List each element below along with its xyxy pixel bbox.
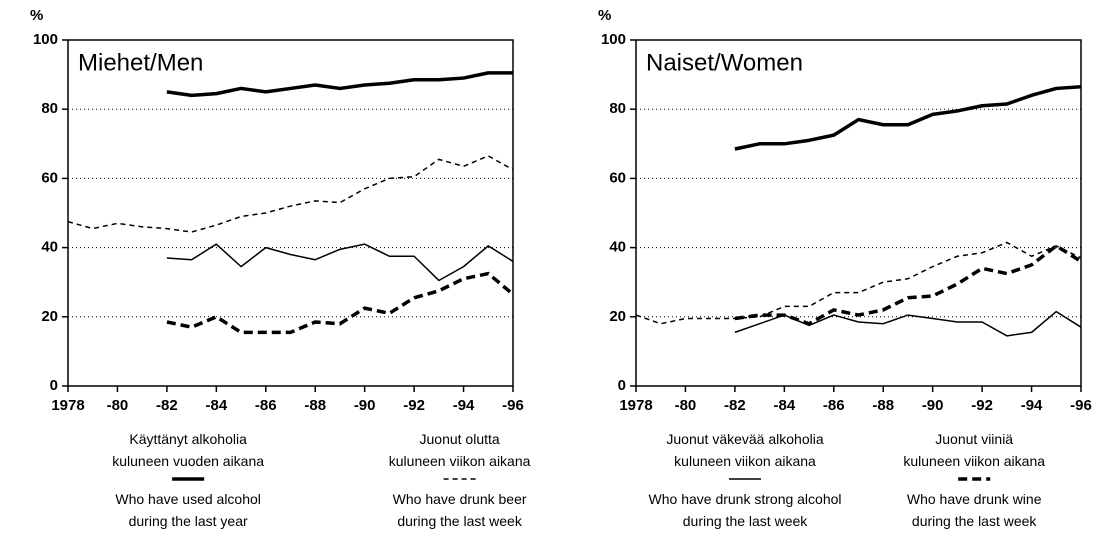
series-line: [166, 71, 513, 98]
legend-label: Juonut viiniä kuluneen viikon aikana: [903, 431, 1046, 469]
y-tick-label: 20: [41, 308, 58, 325]
series-line: [166, 243, 514, 282]
x-tick-label: -88: [304, 397, 326, 414]
x-tick-label: -82: [724, 397, 746, 414]
x-tick-label: -94: [1021, 397, 1043, 414]
series-line: [734, 84, 1082, 151]
chart-title: Naiset/Women: [646, 49, 803, 76]
series-line: [166, 271, 515, 335]
y-tick-label: 40: [609, 239, 626, 256]
x-tick-label: -96: [1070, 397, 1092, 414]
series-line: [734, 310, 1082, 337]
x-tick-label: -86: [823, 397, 845, 414]
y-axis-label: %: [30, 7, 43, 24]
y-tick-label: 20: [609, 308, 626, 325]
x-tick-label: 1978: [619, 397, 652, 414]
series-line: [67, 155, 514, 233]
x-tick-label: -84: [773, 397, 795, 414]
x-tick-label: 1978: [51, 397, 84, 414]
legend-label-en: Who have drunk wine during the last week: [906, 491, 1042, 529]
y-tick-label: 0: [618, 377, 626, 394]
y-tick-label: 100: [601, 31, 626, 48]
legend-label-en: Who have drunk beer during the last week: [392, 491, 527, 529]
y-tick-label: 60: [41, 169, 58, 186]
x-tick-label: -84: [205, 397, 227, 414]
plot-frame: [635, 39, 1082, 387]
y-tick-label: 40: [41, 239, 58, 256]
y-tick-label: 80: [609, 100, 626, 117]
x-tick-label: -86: [255, 397, 277, 414]
legend-label: Käyttänyt alkoholia kuluneen vuoden aika…: [112, 431, 265, 469]
plot-frame: [67, 39, 514, 387]
x-tick-label: -82: [156, 397, 178, 414]
y-tick-label: 60: [609, 169, 626, 186]
legend-label: Juonut väkevää alkoholia kuluneen viikon…: [666, 431, 824, 469]
x-tick-label: -94: [453, 397, 475, 414]
x-tick-label: -80: [107, 397, 129, 414]
x-tick-label: -92: [403, 397, 425, 414]
y-tick-label: 100: [33, 31, 58, 48]
y-axis-label: %: [598, 7, 611, 24]
x-tick-label: -90: [354, 397, 376, 414]
x-tick-label: -92: [971, 397, 993, 414]
y-tick-label: 0: [50, 377, 58, 394]
x-tick-label: -90: [922, 397, 944, 414]
x-tick-label: -88: [872, 397, 894, 414]
y-tick-label: 80: [41, 100, 58, 117]
series-line: [635, 241, 1082, 325]
legend-label: Juonut olutta kuluneen viikon aikana: [388, 431, 531, 469]
x-tick-label: -80: [675, 397, 697, 414]
chart-title: Miehet/Men: [78, 49, 203, 76]
legend-label-en: Who have drunk strong alcohol during the…: [648, 491, 842, 529]
legend-label-en: Who have used alcohol during the last ye…: [115, 491, 261, 529]
x-tick-label: -96: [502, 397, 524, 414]
series-line: [734, 244, 1082, 326]
